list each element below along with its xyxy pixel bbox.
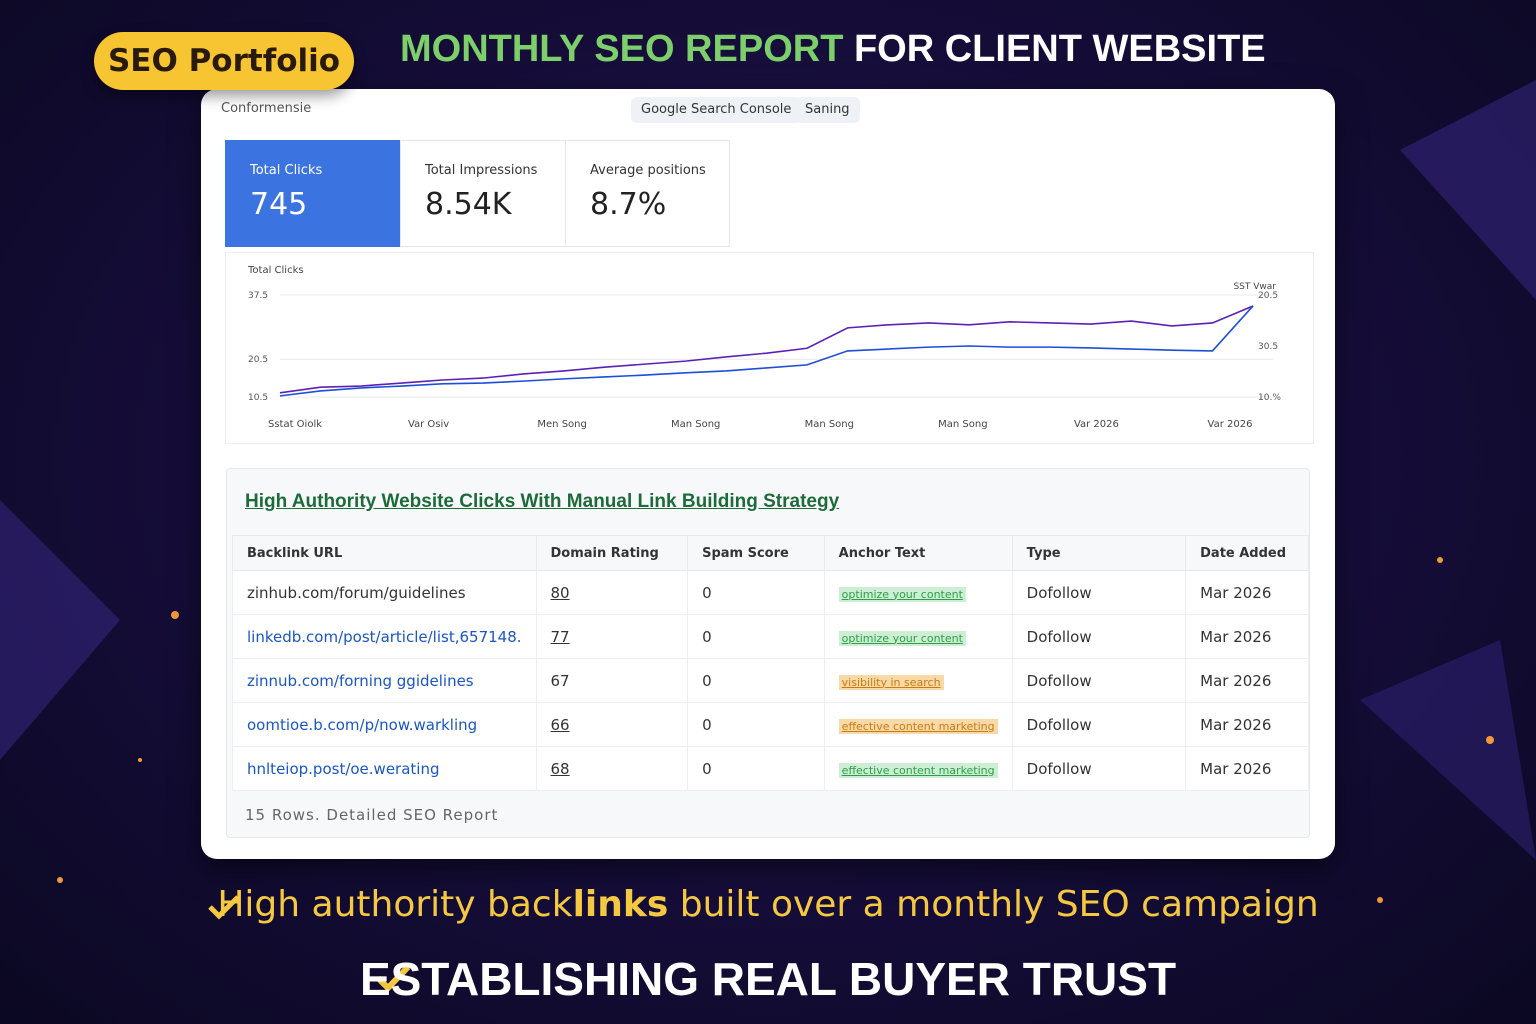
column-header: Backlink URL: [232, 535, 537, 571]
x-tick-label: Men Song: [537, 419, 586, 430]
table-cell: 0: [687, 614, 825, 659]
column-header: Domain Rating: [535, 535, 689, 571]
table-cell: Dofollow: [1011, 702, 1187, 747]
table-cell: Dofollow: [1011, 746, 1187, 791]
metric-card[interactable]: Average positions 8.7%: [565, 140, 730, 247]
tagline-bold: links: [572, 884, 669, 925]
table-row: zinnub.com/forning ggidelines 67 0 visibili…: [232, 658, 1309, 703]
table-cell: hnlteiop.post/oe.werating: [232, 746, 537, 791]
x-tick-label: Sstat Oiolk: [268, 419, 322, 430]
dashboard-panel: Conformensie Google Search Console Sanin…: [201, 89, 1335, 859]
x-tick-label: Var 2026: [1074, 419, 1119, 430]
title-rest: FOR CLIENT WEBSITE: [853, 28, 1266, 70]
table-title: High Authority Website Clicks With Manua…: [245, 491, 840, 512]
headline: ESTABLISHING REAL BUYER TRUST: [359, 953, 1177, 1005]
table-cell: zinnub.com/forning ggidelines: [232, 658, 537, 703]
anchor-badge: optimize your content: [838, 586, 966, 602]
table-cell: oomtioe.b.com/p/now.warkling: [232, 702, 537, 747]
portfolio-badge: SEO Portfolio: [94, 32, 354, 90]
table-cell: Mar 2026: [1185, 658, 1309, 703]
table-cell: Dofollow: [1011, 614, 1187, 659]
backlink-table: Backlink URL Domain Rating Spam Score Ancho…: [232, 535, 1309, 791]
metric-value: 8.7%: [590, 187, 667, 222]
chart-box: Total Clicks SST Vwar 10.5 20.5 37.5 20.5 30.5…: [225, 252, 1314, 444]
table-row: zinhub.com/forum/guidelines 80 0 optimize y…: [232, 570, 1309, 615]
table-cell: 77: [535, 614, 689, 659]
column-header: Spam Score: [687, 535, 825, 571]
tagline-part: High authority back: [217, 884, 573, 925]
x-tick-label: Var Osiv: [408, 419, 449, 430]
title-highlight: MONTHLY SEO REPORT: [400, 28, 844, 70]
metric-card[interactable]: Total Clicks 745: [225, 140, 401, 247]
table-cell: effective content marketing: [823, 702, 1013, 747]
table-cell: Mar 2026: [1185, 614, 1309, 659]
line-chart: Total Clicks SST Vwar 10.5 20.5 37.5 20.5 30.5…: [247, 265, 1281, 430]
metric-label: Total Clicks: [250, 163, 323, 178]
check-icon: [208, 895, 240, 920]
y-tick-label: 37.5: [248, 291, 268, 301]
table-cell: 0: [687, 570, 825, 615]
table-cell: 0: [687, 702, 825, 747]
table-cell: optimize your content: [823, 570, 1013, 615]
series-line: [279, 305, 1254, 397]
column-header: Type: [1011, 535, 1187, 571]
table-cell: Dofollow: [1011, 658, 1187, 703]
check-icon: [375, 964, 411, 993]
metric-card[interactable]: Total Impressions 8.54K: [400, 140, 566, 247]
tagline-part: built over a monthly SEO campaign: [679, 884, 1319, 925]
y2-label: 30.5: [1258, 342, 1278, 352]
anchor-badge: effective content marketing: [838, 718, 998, 734]
backlink-table-box: High Authority Website Clicks With Manua…: [226, 468, 1310, 838]
x-tick-label: Man Song: [805, 419, 854, 430]
chart-title: Total Clicks: [247, 265, 304, 276]
table-footer: 15 Rows. Detailed SEO Report: [245, 806, 499, 824]
table-cell: optimize your content: [823, 614, 1013, 659]
toolbar-button[interactable]: Saning: [795, 97, 860, 123]
y2-label: 20.5: [1258, 291, 1278, 301]
metric-label: Total Impressions: [425, 163, 538, 178]
y-tick-label: 10.5: [248, 393, 268, 403]
table-cell: 0: [687, 746, 825, 791]
legend-label: SST Vwar: [1233, 282, 1276, 292]
anchor-badge: effective content marketing: [838, 762, 998, 778]
toolbar-label: Conformensie: [221, 101, 312, 116]
y2-label: 10.%: [1258, 393, 1281, 403]
toolbar-button[interactable]: Google Search Console: [631, 97, 802, 123]
table-cell: visibility in search: [823, 658, 1013, 703]
y-tick-label: 20.5: [248, 355, 268, 365]
metric-value: 8.54K: [425, 187, 512, 222]
table-cell: effective content marketing: [823, 746, 1013, 791]
table-cell: 67: [535, 658, 689, 703]
table-cell: Dofollow: [1011, 570, 1187, 615]
anchor-badge: visibility in search: [838, 674, 944, 690]
series-line: [279, 305, 1254, 394]
metric-label: Average positions: [590, 163, 706, 178]
page-title: MONTHLY SEO REPORT FOR CLIENT WEBSITE: [400, 28, 1266, 71]
anchor-badge: optimize your content: [838, 630, 966, 646]
table-cell: Mar 2026: [1185, 702, 1309, 747]
column-header: Date Added: [1185, 535, 1309, 571]
table-cell: zinhub.com/forum/guidelines: [232, 570, 537, 615]
table-cell: 80: [535, 570, 689, 615]
table-cell: Mar 2026: [1185, 570, 1309, 615]
x-tick-label: Man Song: [671, 419, 720, 430]
table-row: hnlteiop.post/oe.werating 68 0 effective co…: [232, 746, 1309, 791]
column-header: Anchor Text: [823, 535, 1013, 571]
table-cell: linkedb.com/post/article/list,657148.: [232, 614, 537, 659]
tagline: High authority backlinks built over a mo…: [0, 884, 1536, 925]
metric-value: 745: [250, 187, 308, 222]
table-cell: 0: [687, 658, 825, 703]
table-row: linkedb.com/post/article/list,657148. 77 0…: [232, 614, 1309, 659]
x-tick-label: Man Song: [938, 419, 987, 430]
x-tick-label: Var 2026: [1208, 419, 1253, 430]
table-cell: 68: [535, 746, 689, 791]
table-row: oomtioe.b.com/p/now.warkling 66 0 effective…: [232, 702, 1309, 747]
table-cell: 66: [535, 702, 689, 747]
table-cell: Mar 2026: [1185, 746, 1309, 791]
